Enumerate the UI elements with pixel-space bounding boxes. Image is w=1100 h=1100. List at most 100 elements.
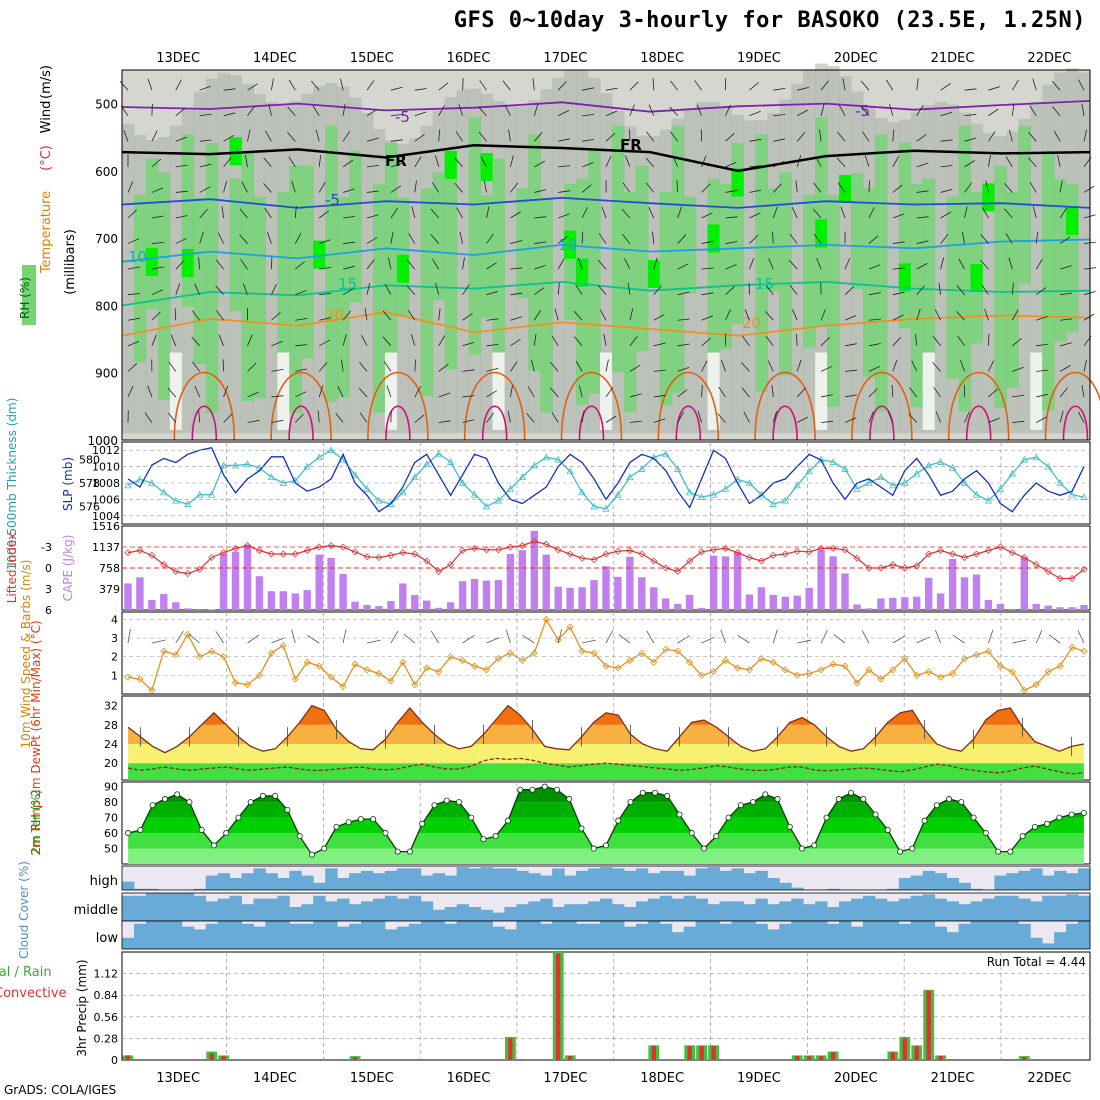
- cloud-cell: [898, 923, 912, 949]
- wind-barb: [701, 292, 714, 296]
- wind-barb: [557, 235, 568, 244]
- wind-barb: [725, 189, 738, 193]
- wind-barb: [653, 394, 666, 398]
- wind-barb: [836, 157, 846, 168]
- cloud-cell: [588, 868, 601, 890]
- wind-barb: [151, 103, 153, 116]
- cloud-cell: [1054, 895, 1067, 921]
- wind-barb: [797, 109, 808, 117]
- rh2m-point: [259, 792, 266, 799]
- wind-barb: [343, 241, 356, 244]
- lifted-index-point: [829, 544, 837, 552]
- cloud-cell: [612, 868, 625, 890]
- cloud-cell: [504, 907, 517, 921]
- wind-barb: [239, 208, 248, 219]
- wind-barb: [581, 410, 585, 423]
- cloud-cell: [707, 904, 720, 921]
- isotherm-line: [121, 144, 1091, 173]
- precip-convective-bar: [651, 1046, 656, 1060]
- wind-barb: [796, 131, 806, 142]
- rh2m-point: [1068, 811, 1075, 818]
- y-tick-label: 578: [79, 477, 100, 490]
- wind-barb: [652, 231, 655, 244]
- wind-barb: [670, 80, 679, 91]
- wind-barb: [390, 163, 403, 168]
- wind-barb: [558, 165, 571, 168]
- cloud-cell: [934, 898, 947, 921]
- wind-barb-10m: [618, 634, 631, 644]
- lifted-index-point: [1068, 575, 1076, 582]
- warm-contour: [173, 371, 236, 441]
- cloud-cell: [970, 901, 983, 921]
- cape-bar: [339, 574, 347, 610]
- wind-barb: [557, 81, 567, 91]
- cloud-cell: [193, 888, 207, 890]
- wind-barb: [456, 207, 463, 219]
- wind-barb-10m: [175, 630, 184, 644]
- y-tick-label: 1137: [92, 541, 120, 554]
- wind-barb: [486, 344, 499, 347]
- cloud-cell: [373, 873, 386, 890]
- rh2m-point: [627, 799, 634, 806]
- panel-frame: [121, 865, 1091, 891]
- cloud-cell: [361, 901, 374, 921]
- cloud-cell: [1042, 875, 1055, 890]
- wind-speed-point: [303, 658, 311, 666]
- wind-barb: [263, 157, 272, 168]
- rh-band-green: [480, 194, 494, 318]
- cape-bar: [638, 577, 646, 610]
- wind-barb: [127, 363, 138, 372]
- wind-barb: [533, 309, 542, 321]
- y-tick-label: 800: [95, 299, 118, 313]
- wind-speed-point: [626, 656, 634, 665]
- warm-contour: [560, 371, 623, 441]
- cloud-cell: [277, 921, 290, 949]
- rh-band-mid: [695, 102, 709, 434]
- wind-barb: [935, 411, 941, 423]
- cape-bar: [841, 573, 849, 610]
- wind-barb: [343, 216, 356, 219]
- wind-barb: [844, 315, 857, 321]
- lifted-index-point: [423, 557, 431, 565]
- wind-barb-10m: [861, 630, 870, 644]
- wind-barb: [406, 259, 416, 270]
- cloud-cell: [253, 868, 266, 890]
- wind-speed-point: [363, 666, 371, 674]
- wind-barb: [199, 208, 208, 219]
- wind-barb: [964, 160, 975, 168]
- wind-barb: [629, 308, 634, 321]
- cape-bar: [530, 530, 538, 610]
- rh-band: [128, 802, 1084, 818]
- rh-band-green: [719, 183, 733, 350]
- y-axis-label: RH (%): [18, 277, 32, 319]
- wind-barb: [551, 412, 559, 423]
- wind-barb: [796, 359, 802, 372]
- cape-bar: [446, 602, 455, 610]
- wind-barb-10m: [366, 639, 381, 644]
- wind-barb: [175, 190, 188, 193]
- y-axis-label: Lifted Index: [5, 533, 19, 604]
- wind-barb: [557, 282, 560, 295]
- cloud-cell: [145, 921, 159, 949]
- cloud-cell: [516, 870, 529, 890]
- lifted-index-point: [208, 554, 216, 561]
- cape-bar: [805, 587, 813, 610]
- wind-barb: [264, 207, 272, 219]
- wind-barb: [486, 390, 497, 398]
- cape-bar: [231, 551, 240, 610]
- cape-bar: [901, 597, 909, 610]
- cape-bar: [793, 595, 801, 610]
- thickness-point: [530, 461, 538, 469]
- wind-barb: [1059, 387, 1068, 398]
- wind-barb: [597, 259, 607, 270]
- cloud-cell: [839, 921, 852, 949]
- wind-barb: [199, 186, 211, 193]
- thickness-point: [1068, 490, 1076, 498]
- wind-barb: [414, 88, 427, 91]
- cape-bar: [136, 577, 144, 610]
- wind-barb: [892, 359, 898, 372]
- y-axis-label: (m/s): [39, 65, 54, 99]
- wind-barb: [127, 266, 140, 270]
- warm-contour: [657, 371, 720, 441]
- cloud-cell: [671, 932, 685, 949]
